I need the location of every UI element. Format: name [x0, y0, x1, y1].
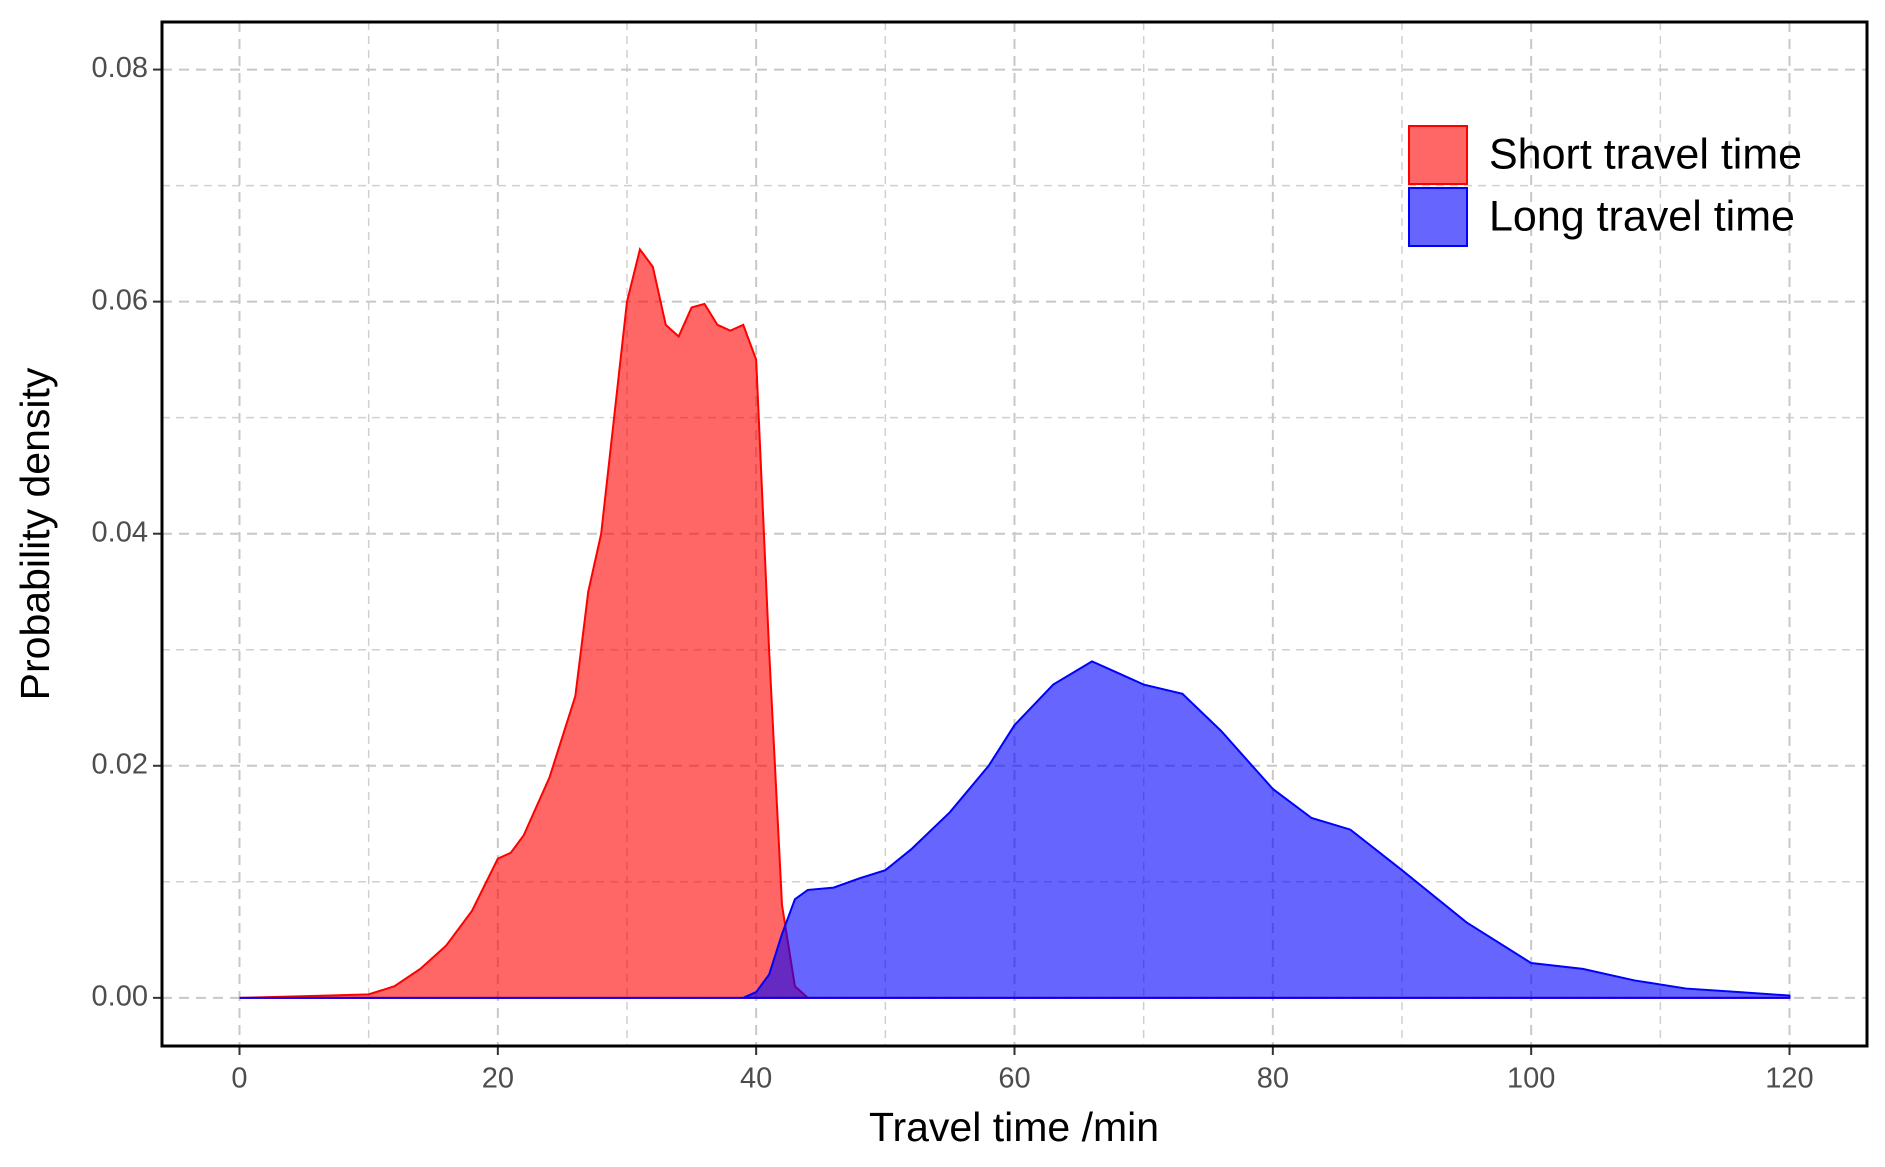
y-tick-label: 0.08 — [92, 52, 148, 84]
x-tick-label: 40 — [740, 1063, 772, 1095]
x-tick-label: 100 — [1507, 1063, 1555, 1095]
plot-border — [160, 20, 1869, 1048]
legend-swatch — [1408, 187, 1468, 247]
x-tick-label: 80 — [1257, 1063, 1289, 1095]
x-tick-label: 120 — [1765, 1063, 1813, 1095]
x-axis-title: Travel time /min — [869, 1104, 1159, 1150]
y-tick-label: 0.02 — [92, 748, 148, 780]
x-tick-label: 60 — [998, 1063, 1030, 1095]
x-tick-label: 20 — [482, 1063, 514, 1095]
y-tick-label: 0.00 — [92, 981, 148, 1013]
legend-label: Long travel time — [1489, 192, 1795, 240]
y-axis-title: Probability density — [12, 367, 58, 700]
y-tick-label: 0.06 — [92, 284, 148, 316]
x-tick-label: 0 — [231, 1063, 247, 1095]
legend-label: Short travel time — [1489, 130, 1802, 178]
y-tick-label: 0.04 — [92, 516, 148, 548]
density-area — [239, 660, 1791, 999]
legend-swatch — [1408, 125, 1468, 185]
